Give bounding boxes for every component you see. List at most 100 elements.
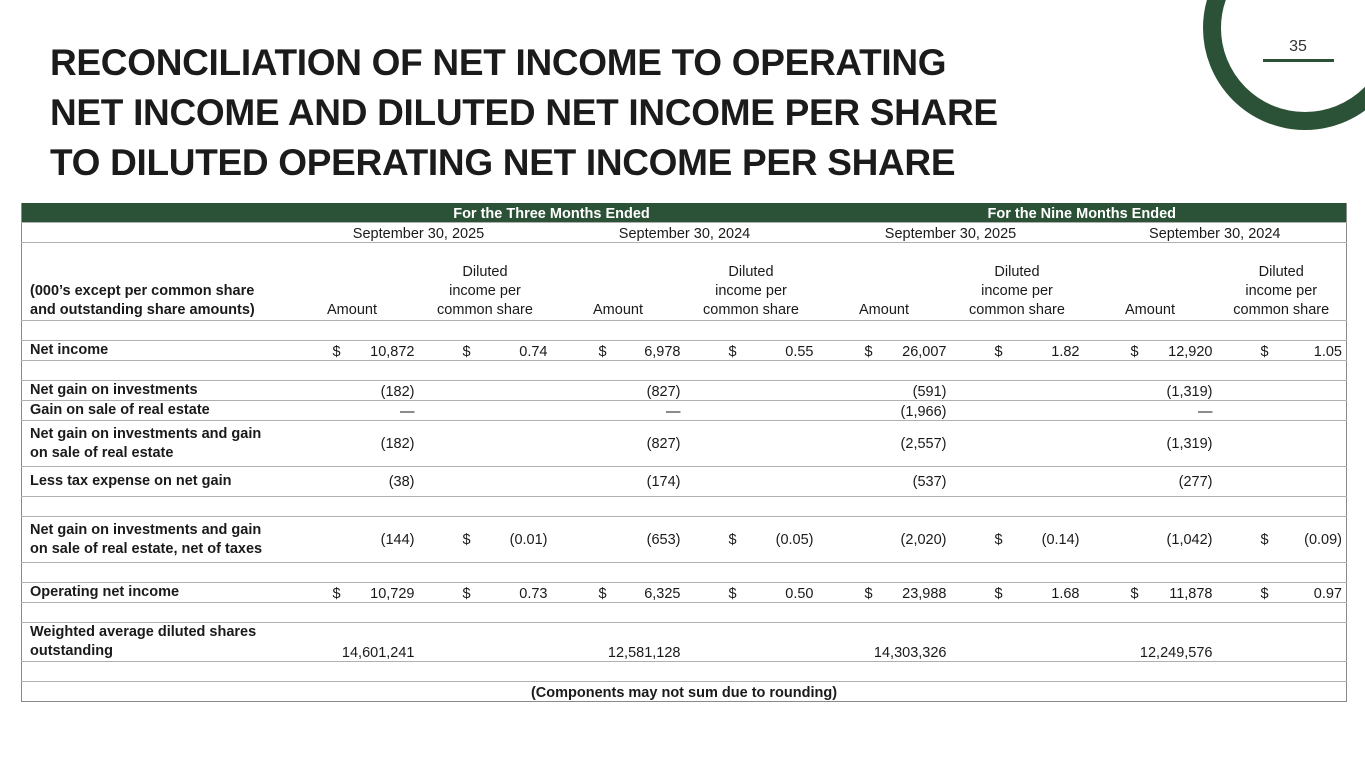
amount-cell: $12,920 <box>1083 340 1217 361</box>
cell-value: 0.55 <box>785 344 814 360</box>
cell-value: 12,249,576 <box>1139 645 1213 661</box>
amount-cell: (1,966) <box>817 400 951 421</box>
currency-symbol: $ <box>994 586 1003 602</box>
per-share-cell <box>1216 622 1347 662</box>
amount-cell: $26,007 <box>817 340 951 361</box>
cell-value: (0.14) <box>1041 531 1080 548</box>
row-label: Operating net income <box>21 582 286 603</box>
amount-cell: (537) <box>817 466 951 497</box>
per-share-cell <box>1216 380 1347 401</box>
currency-symbol <box>556 384 599 400</box>
currency-symbol: $ <box>462 586 471 602</box>
per-share-cell <box>1216 466 1347 497</box>
cell-value: (38) <box>388 473 415 490</box>
currency-symbol <box>822 645 865 661</box>
currency-symbol <box>556 436 599 452</box>
cell-content: (174) <box>556 474 681 490</box>
spacer-cell <box>21 360 1347 381</box>
date-header: September 30, 2025 <box>285 222 552 243</box>
cell-value: — <box>400 404 415 420</box>
page-number-underline <box>1263 59 1334 62</box>
row-label: Net gain on investments and gain on sale… <box>21 420 286 467</box>
cell-value: (0.05) <box>775 531 814 548</box>
per-share-cell: $0.74 <box>418 340 552 361</box>
row-label: Net gain on investments and gain on sale… <box>21 516 286 563</box>
column-header-line: common share <box>703 302 799 318</box>
cell-value: 1.68 <box>1051 586 1080 602</box>
cell-content: (827) <box>556 436 681 452</box>
column-header-diluted: Diluted income per common share <box>950 242 1084 321</box>
amount-cell: 12,581,128 <box>551 622 685 662</box>
column-header-line: income per <box>449 283 521 299</box>
cell-value: (144) <box>380 531 415 548</box>
table-row: Weighted average diluted shares outstand… <box>21 622 1347 662</box>
cell-content: $0.73 <box>423 586 548 602</box>
currency-symbol <box>1088 436 1131 452</box>
amount-cell: 12,249,576 <box>1083 622 1217 662</box>
per-share-cell: $1.05 <box>1216 340 1347 361</box>
cell-content: (2,557) <box>822 436 947 452</box>
cell-content: $ (0.14) <box>955 532 1080 548</box>
amount-cell: $6,978 <box>551 340 685 361</box>
cell-content: 12,581,128 <box>556 645 681 661</box>
currency-symbol: $ <box>1260 531 1269 548</box>
cell-value: — <box>1198 404 1213 420</box>
cell-content: $6,978 <box>556 344 681 360</box>
cell-content: $0.50 <box>689 586 814 602</box>
per-share-cell <box>1216 400 1347 421</box>
cell-value: (537) <box>912 473 947 490</box>
table-row: Operating net income $10,729 $0.73 $6,325 $0… <box>21 582 1347 603</box>
amount-cell: — <box>1083 400 1217 421</box>
cell-value: (653) <box>646 531 681 548</box>
amount-cell: (144) <box>285 516 419 563</box>
cell-value: 0.73 <box>519 586 548 602</box>
per-share-cell: $ (0.01) <box>418 516 552 563</box>
cell-content: — <box>290 404 415 420</box>
per-share-cell: $0.55 <box>684 340 818 361</box>
amount-cell: 14,303,326 <box>817 622 951 662</box>
cell-content: (537) <box>822 474 947 490</box>
cell-content: $ (0.01) <box>423 532 548 548</box>
cell-value: (0.09) <box>1304 531 1342 548</box>
amount-cell: (2,557) <box>817 420 951 467</box>
cell-value: (2,020) <box>900 531 947 548</box>
cell-content: — <box>1088 404 1213 420</box>
currency-symbol <box>1088 532 1131 548</box>
spacer-cell <box>21 496 1347 517</box>
cell-value: 10,872 <box>370 344 415 360</box>
cell-value: (1,319) <box>1166 384 1213 400</box>
table-row: Net gain on investments and gain on sale… <box>21 420 1347 467</box>
column-header-line: income per <box>715 283 787 299</box>
currency-symbol <box>290 645 333 661</box>
cell-value: (1,966) <box>900 404 947 420</box>
cell-value: 6,978 <box>644 344 681 360</box>
spacer-row <box>21 661 1347 682</box>
currency-symbol <box>822 474 865 490</box>
spacer-row <box>21 562 1347 583</box>
row-label: Less tax expense on net gain <box>21 466 286 497</box>
currency-symbol: $ <box>462 531 471 548</box>
column-header-line: income per <box>981 283 1053 299</box>
cell-content: $10,872 <box>290 344 415 360</box>
spacer-row <box>21 360 1347 381</box>
currency-symbol <box>290 384 333 400</box>
footnote-row: (Components may not sum due to rounding) <box>21 681 1347 702</box>
column-header-row: (000’s except per common share and outst… <box>21 242 1347 321</box>
cell-value: — <box>666 404 681 420</box>
page-number: 35 <box>1289 38 1307 55</box>
currency-symbol: $ <box>1130 586 1139 602</box>
amount-cell: $23,988 <box>817 582 951 603</box>
amount-cell: (1,319) <box>1083 420 1217 467</box>
column-header-diluted: Diluted income per common share <box>684 242 818 321</box>
per-share-cell <box>950 400 1084 421</box>
reconciliation-table: For the Three Months Ended For the Nine … <box>21 203 1347 702</box>
date-header-row: September 30, 2025 September 30, 2024 Se… <box>21 222 1347 243</box>
amount-cell: (277) <box>1083 466 1217 497</box>
column-header-line: income per <box>1245 283 1318 299</box>
table-row: Net income $10,872 $0.74 $6,978 $0.55 $26,007… <box>21 340 1347 361</box>
per-share-cell <box>684 400 818 421</box>
spacer-cell <box>21 320 1347 341</box>
cell-content: $1.82 <box>955 344 1080 360</box>
cell-content: $26,007 <box>822 344 947 360</box>
cell-value: 0.50 <box>785 586 814 602</box>
